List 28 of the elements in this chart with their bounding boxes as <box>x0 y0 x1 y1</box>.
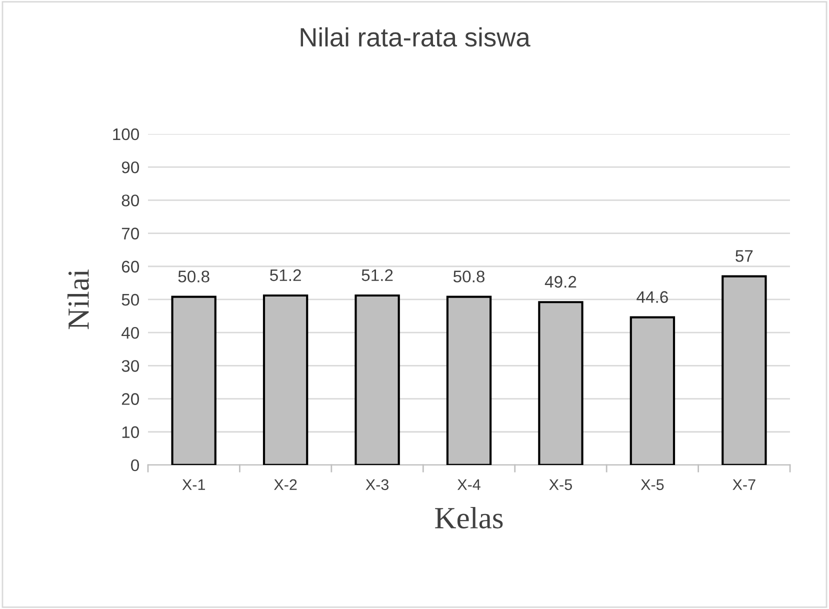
y-tick-label: 10 <box>122 426 139 438</box>
y-tick-label: 50 <box>122 294 139 306</box>
x-tick-label: X-3 <box>366 479 388 490</box>
x-tick-label: X-2 <box>274 479 297 490</box>
y-tick-label: 90 <box>122 161 139 174</box>
y-tick-label: 60 <box>122 260 139 273</box>
y-tick-label: 80 <box>122 194 139 206</box>
y-tick-label: 70 <box>122 228 139 240</box>
x-tick-label: X-1 <box>182 479 205 490</box>
x-tick-label: X-4 <box>457 479 480 490</box>
chart-title: Nilai rata-rata siswa <box>300 27 530 47</box>
data-label: 44.6 <box>636 291 668 303</box>
y-tick-label: 100 <box>113 128 139 140</box>
y-tick-label: 20 <box>122 393 139 405</box>
data-label: 50.8 <box>453 270 485 282</box>
data-label: 50.8 <box>178 270 210 282</box>
y-tick-label: 0 <box>131 459 139 472</box>
data-label: 51.2 <box>270 269 301 282</box>
data-label: 57 <box>736 250 753 262</box>
y-axis-title: Nilai <box>67 270 89 330</box>
data-label: 49.2 <box>544 276 576 288</box>
x-tick-label: X-5 <box>640 479 664 490</box>
data-label: 51.2 <box>362 269 393 282</box>
y-tick-label: 30 <box>122 360 139 372</box>
x-tick-label: X-7 <box>732 479 756 490</box>
x-tick-label: X-5 <box>549 479 572 490</box>
y-tick-label: 40 <box>121 326 139 339</box>
x-axis-title: Kelas <box>435 506 503 528</box>
